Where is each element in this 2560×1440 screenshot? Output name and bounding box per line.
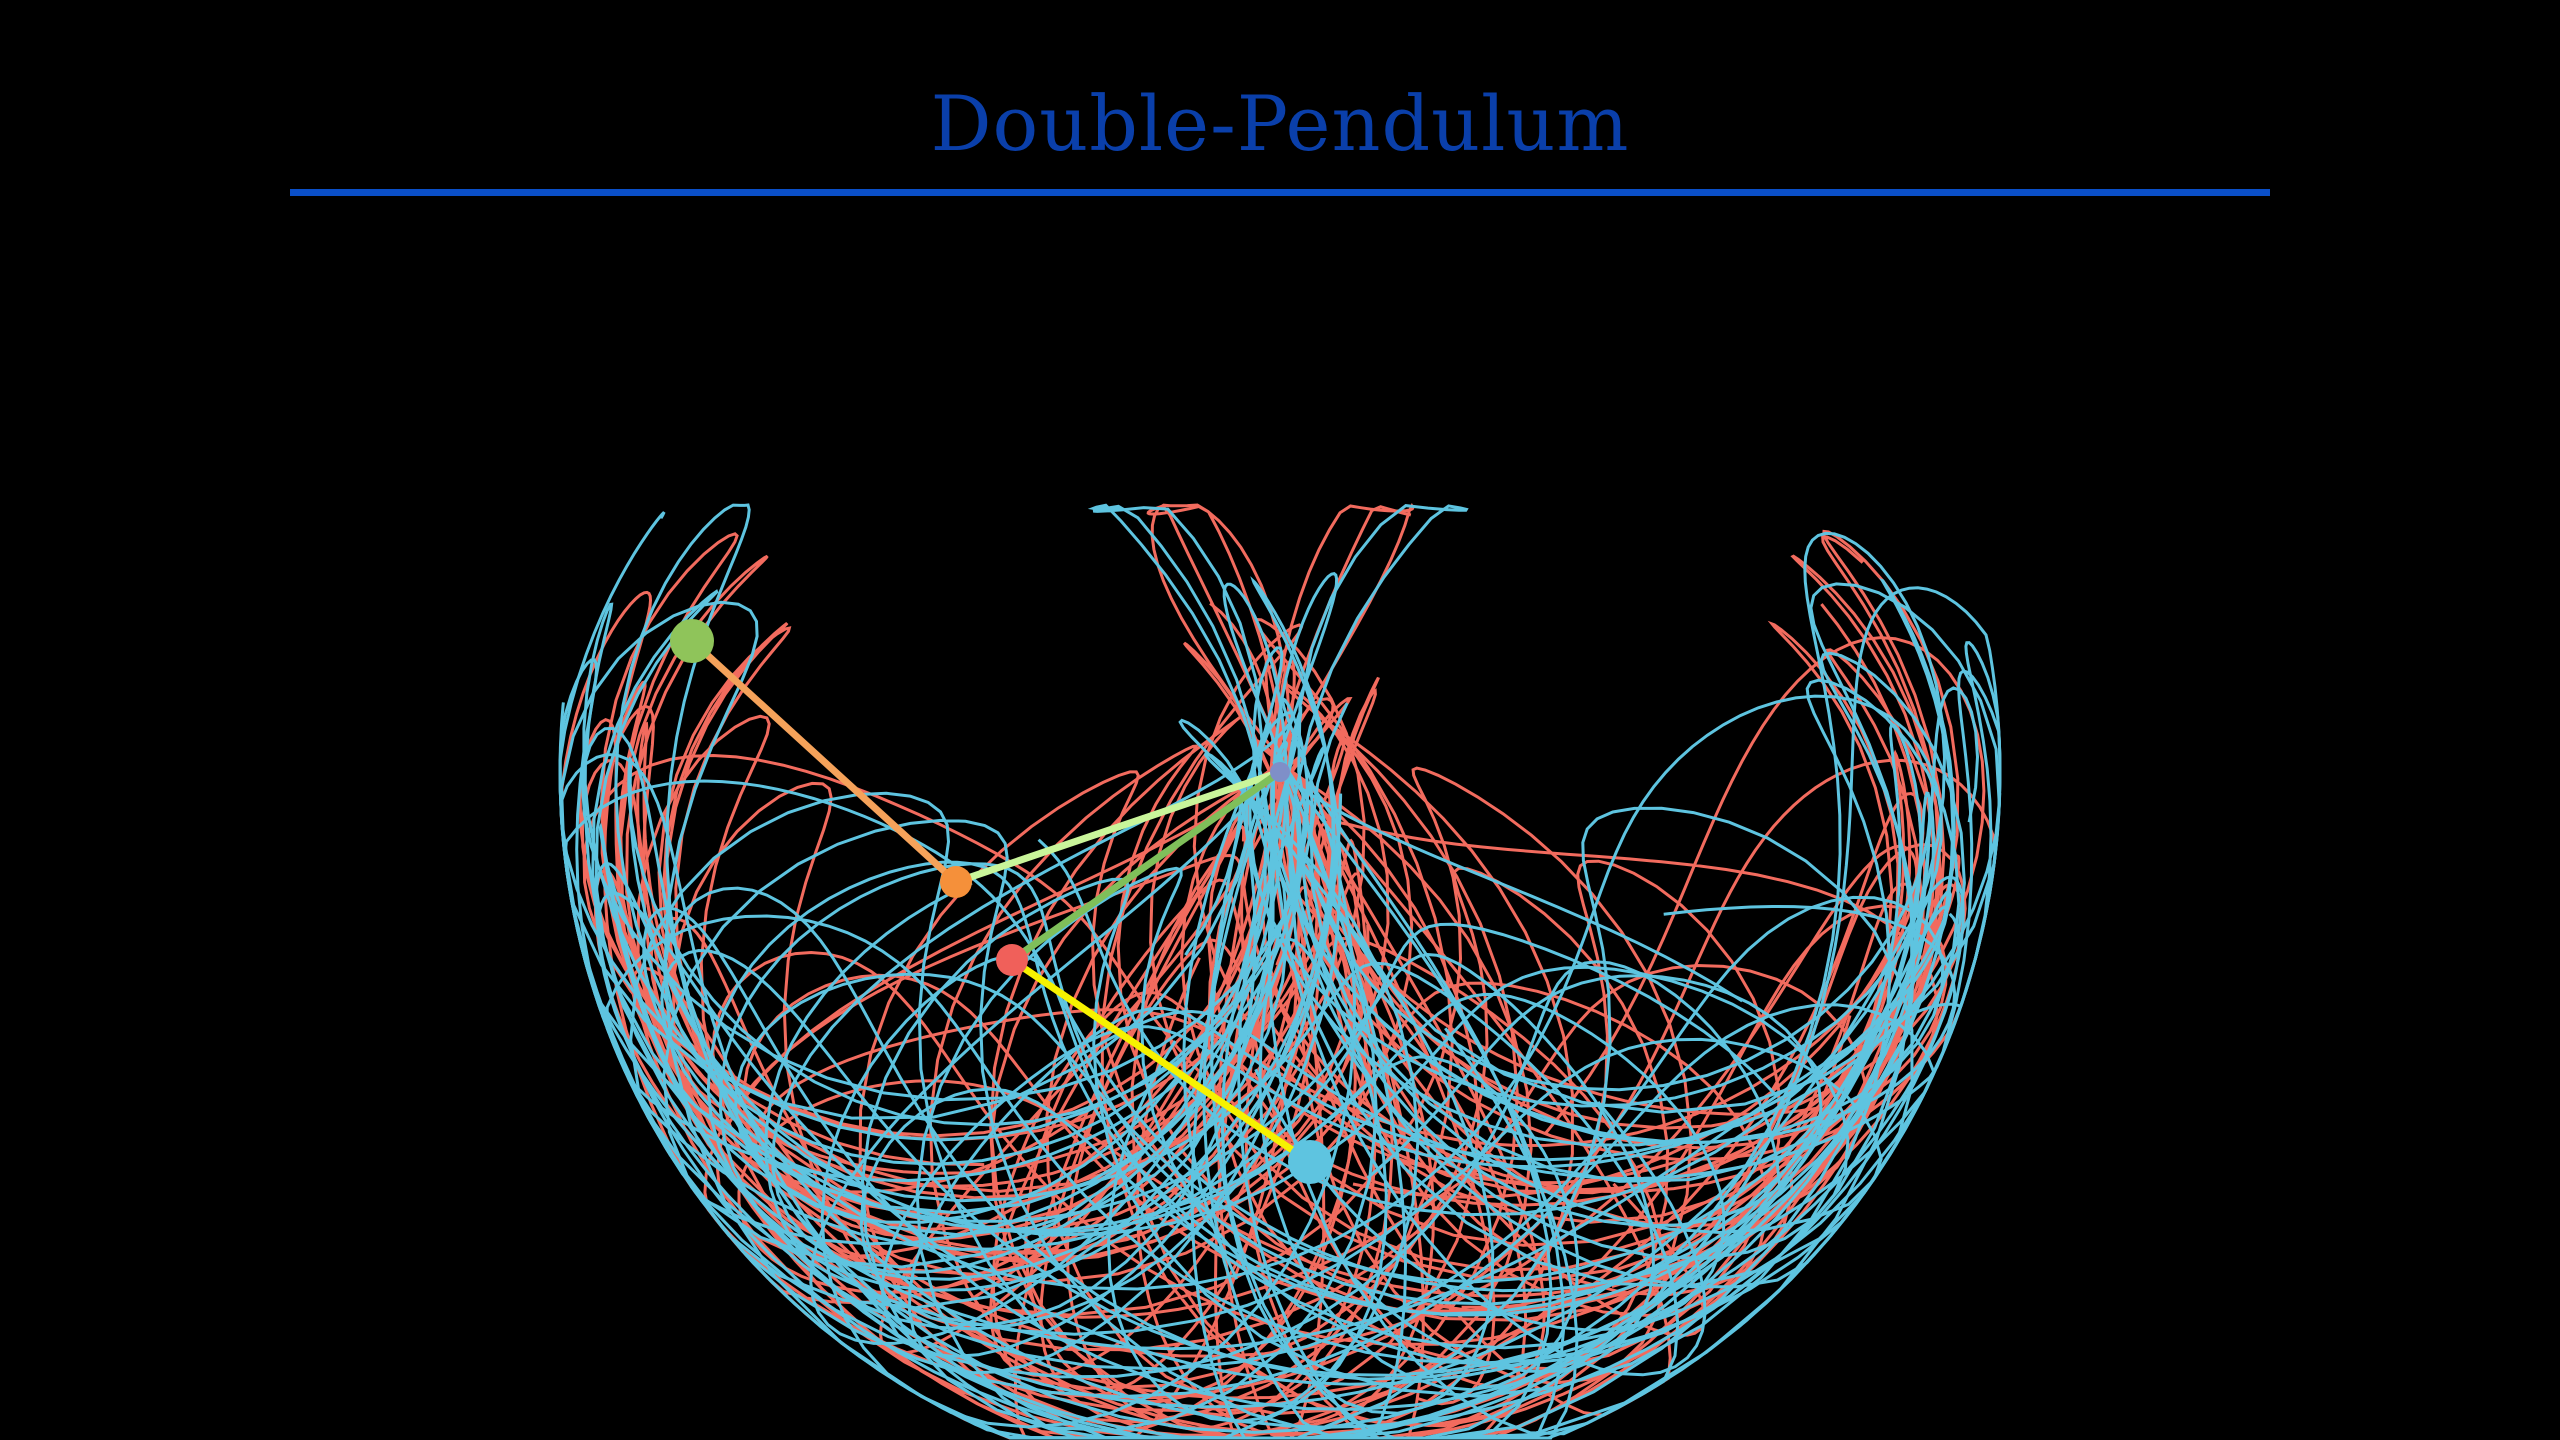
pendulum-a-end-bob [670, 619, 714, 663]
trace-b-paths [558, 503, 2002, 1440]
trace-curve [582, 602, 1986, 1259]
trace-curve [558, 511, 2002, 1440]
pendulum-b [996, 768, 1332, 1184]
pendulum-a [670, 619, 1284, 898]
pendulum-b-middle-bob [996, 944, 1028, 976]
trace-curve [559, 793, 2002, 1440]
pendulum-a-upper-arm [952, 768, 1284, 886]
pendulum-b-upper-arm [1008, 768, 1284, 964]
pendulum-a-lower-arm [688, 637, 960, 886]
pendulum-a-middle-bob [940, 866, 972, 898]
page-title: Double-Pendulum [930, 79, 1630, 168]
pendulum-b-end-bob [1288, 1140, 1332, 1184]
trace-curve [809, 571, 1957, 1440]
trace-curve [598, 793, 1952, 1440]
pivot-point-icon [1270, 762, 1290, 782]
title-underline [290, 189, 2270, 196]
pendulum-b-lower-arm [1008, 956, 1314, 1166]
trace-curve [664, 723, 1923, 1415]
trace-curve [706, 576, 1956, 1331]
trace-curve [627, 756, 1932, 1424]
